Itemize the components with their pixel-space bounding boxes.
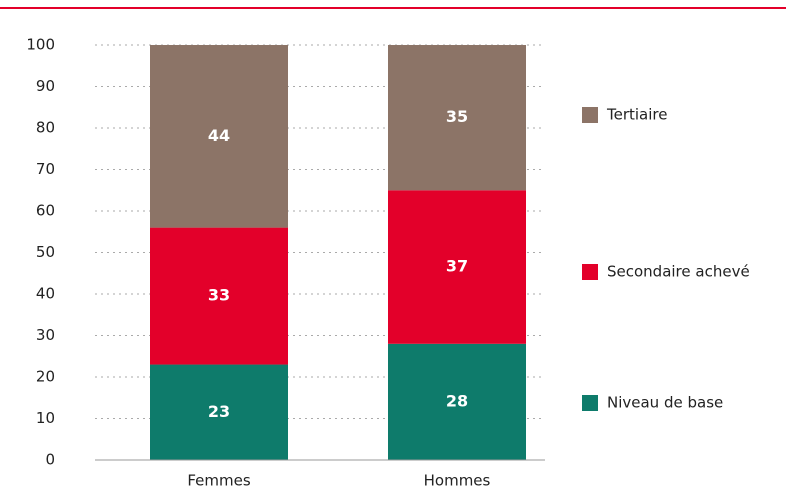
y-tick-label: 50 — [36, 243, 55, 261]
data-label: 33 — [208, 286, 230, 305]
y-tick-label: 100 — [26, 36, 55, 54]
legend-swatch — [582, 395, 598, 411]
data-label: 44 — [208, 126, 230, 145]
legend-label: Niveau de base — [607, 394, 723, 412]
bar-segment — [388, 343, 526, 460]
bar-segment — [150, 227, 288, 365]
legend-label: Secondaire achevé — [607, 263, 750, 281]
y-tick-label: 40 — [36, 285, 55, 303]
y-tick-label: 70 — [36, 160, 55, 178]
y-tick-label: 30 — [36, 326, 55, 344]
bar-segment — [388, 190, 526, 344]
bar-segment — [150, 364, 288, 460]
legend-swatch — [582, 264, 598, 280]
data-label: 37 — [446, 257, 468, 276]
y-tick-label: 0 — [45, 451, 55, 469]
y-tick-label: 80 — [36, 119, 55, 137]
x-tick-label: Femmes — [187, 472, 250, 490]
x-tick-label: Hommes — [424, 472, 491, 490]
data-label: 23 — [208, 402, 230, 421]
data-label: 28 — [446, 391, 468, 410]
y-tick-label: 60 — [36, 202, 55, 220]
bar-segment — [388, 45, 526, 191]
legend-swatch — [582, 107, 598, 123]
bar-segment — [150, 45, 288, 228]
y-tick-label: 90 — [36, 77, 55, 95]
data-label: 35 — [446, 107, 468, 126]
y-tick-label: 20 — [36, 368, 55, 386]
y-tick-label: 10 — [36, 409, 55, 427]
legend-label: Tertiaire — [606, 106, 667, 124]
